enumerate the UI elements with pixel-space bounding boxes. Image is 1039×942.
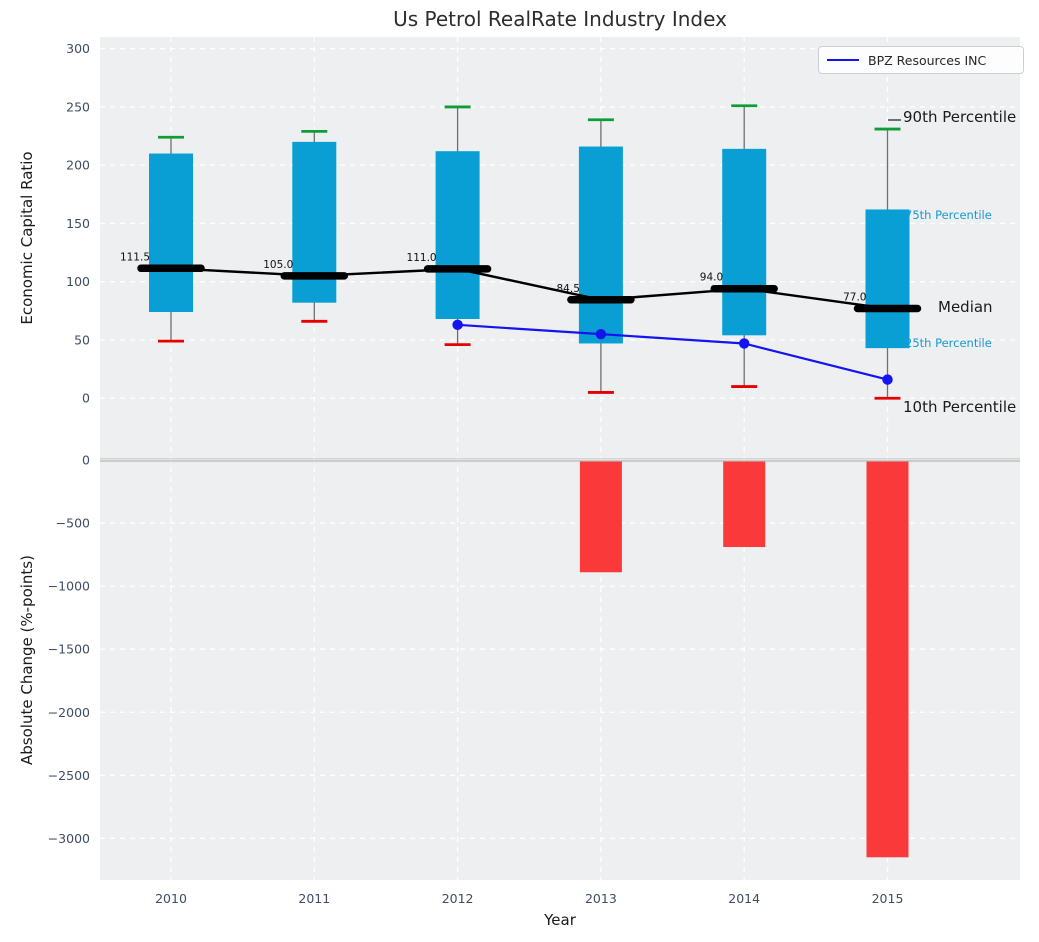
top-ytick-100: 100	[66, 274, 90, 289]
legend-line-swatch	[827, 59, 859, 61]
bpz-point-0	[452, 319, 463, 331]
top-ytick-300: 300	[66, 41, 90, 56]
bar-2014	[723, 461, 766, 548]
iqr-box-2010	[149, 153, 193, 313]
bottom-ytick--1000: −1000	[48, 579, 90, 594]
xtick-2012: 2012	[442, 891, 474, 906]
bottom-ytick-0: 0	[82, 453, 90, 468]
chart-title: Us Petrol RealRate Industry Index	[393, 7, 727, 31]
bottom-ytick--3000: −3000	[48, 831, 90, 846]
top-ytick-0: 0	[82, 391, 90, 406]
iqr-box-2015	[865, 209, 910, 349]
median-value-label-2011: 105.0	[263, 259, 293, 271]
x-axis-label: Year	[544, 911, 576, 929]
bpz-point-2	[739, 338, 750, 349]
top-ytick-200: 200	[66, 158, 90, 173]
top-ytick-50: 50	[74, 332, 90, 347]
xtick-2011: 2011	[298, 891, 330, 906]
bpz-point-1	[595, 328, 607, 340]
annotation-90th-percentile: 90th Percentile	[903, 108, 1017, 126]
bottom-ytick--1500: −1500	[48, 642, 90, 657]
bpz-line	[457, 323, 888, 381]
bar-2013	[579, 461, 622, 573]
iqr-box-2014	[722, 148, 767, 336]
iqr-box-2013	[578, 146, 623, 344]
annotation-75th-percentile: 75th Percentile	[905, 208, 992, 222]
xtick-2015: 2015	[872, 891, 904, 906]
bar-2015	[866, 461, 909, 858]
iqr-box-2012	[435, 151, 480, 319]
annotation-10th-percentile: 10th Percentile	[903, 398, 1017, 416]
median-value-label-2014: 94.0	[700, 272, 723, 284]
median-value-label-2010: 111.5	[120, 251, 150, 263]
bottom-ytick--500: −500	[56, 516, 90, 531]
bpz-point-3	[882, 374, 893, 385]
xtick-2013: 2013	[585, 891, 617, 906]
xtick-2010: 2010	[155, 891, 187, 906]
legend-label: BPZ Resources INC	[868, 52, 987, 68]
median-value-label-2015: 77.0	[843, 292, 866, 304]
xtick-2014: 2014	[728, 891, 760, 906]
bottom-ytick--2000: −2000	[48, 705, 90, 720]
top-ytick-250: 250	[66, 99, 90, 114]
annotation-25th-percentile: 25th Percentile	[905, 336, 992, 350]
median-value-label-2012: 111.0	[407, 252, 437, 264]
top-ytick-150: 150	[66, 216, 90, 231]
annotation-median: Median	[938, 298, 993, 316]
legend[interactable]: BPZ Resources INC	[818, 46, 1024, 74]
bottom-ytick--2500: −2500	[48, 768, 90, 783]
median-value-label-2013: 84.5	[557, 283, 580, 295]
